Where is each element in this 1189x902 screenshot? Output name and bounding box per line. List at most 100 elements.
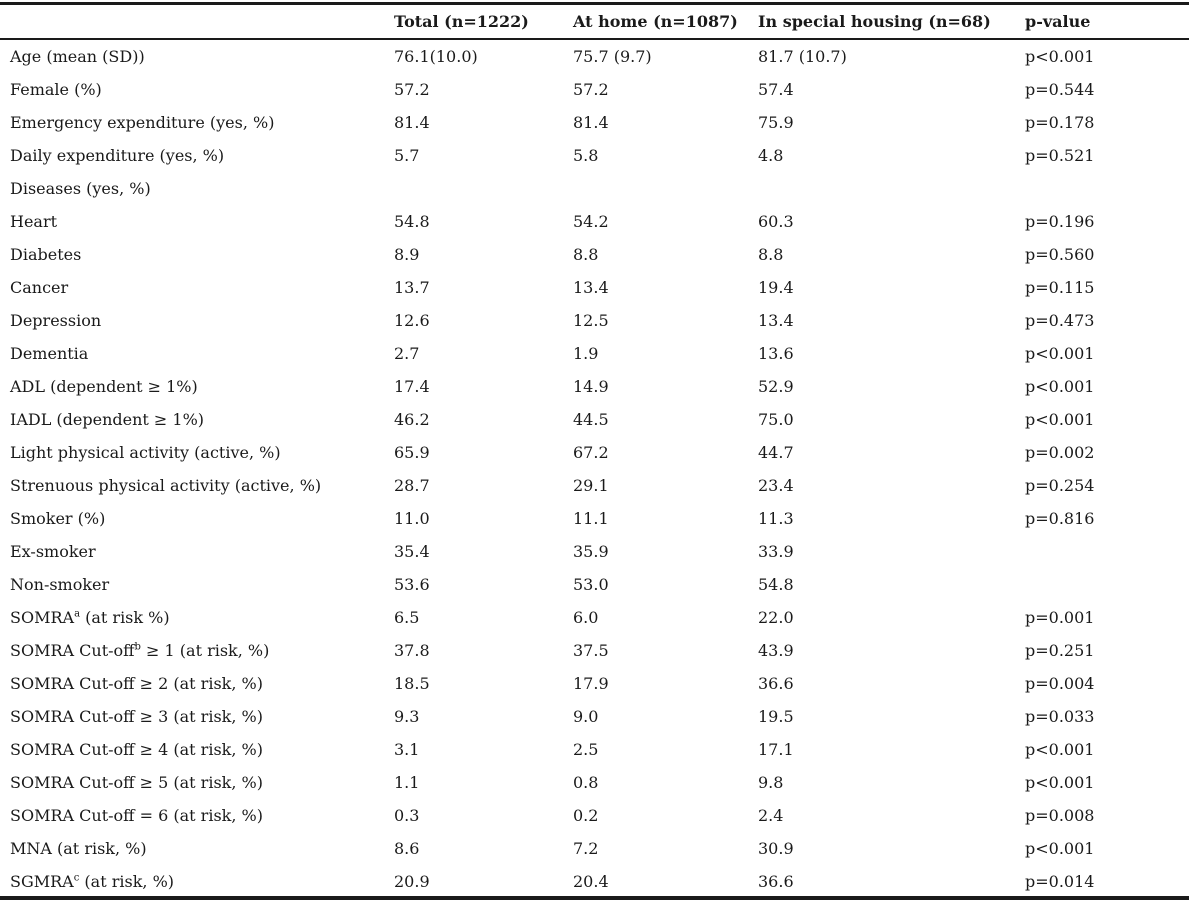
footnote-marker: c xyxy=(73,872,80,884)
cell-special-housing: 44.7 xyxy=(758,443,794,462)
row-label-text: SOMRA Cut-off ≥ 4 (at risk, %) xyxy=(10,740,263,759)
cell-at-home: 14.9 xyxy=(573,377,609,396)
row-label: SOMRA Cut-off = 6 (at risk, %) xyxy=(0,799,394,832)
cell-total: 2.7 xyxy=(394,344,420,363)
cell-total: 53.6 xyxy=(394,575,430,594)
cell-at-home: 35.9 xyxy=(573,542,609,561)
row-label: SOMRA Cut-off ≥ 4 (at risk, %) xyxy=(0,733,394,766)
row-label-text: Emergency expenditure (yes, %) xyxy=(10,113,275,132)
row-label: Depression xyxy=(0,304,394,337)
cell-at-home: 54.2 xyxy=(573,212,609,231)
cell-at-home xyxy=(573,172,758,205)
table-row: Dementia 2.7 1.9 13.6 p<0.001 xyxy=(0,337,1189,370)
cell-at-home: 0.8 xyxy=(573,773,599,792)
header-label xyxy=(0,5,394,38)
header-p-value: p-value xyxy=(1025,12,1091,31)
cell-at-home: 12.5 xyxy=(573,311,609,330)
row-label: Heart xyxy=(0,205,394,238)
cell-at-home: 57.2 xyxy=(573,80,609,99)
header-rule xyxy=(0,38,1189,40)
cell-special-housing: 23.4 xyxy=(758,476,794,495)
row-label: Emergency expenditure (yes, %) xyxy=(0,106,394,139)
cell-special-housing: 33.9 xyxy=(758,542,794,561)
cell-p-value: p<0.001 xyxy=(1025,740,1095,759)
cell-at-home: 81.4 xyxy=(573,113,609,132)
cell-total: 57.2 xyxy=(394,80,430,99)
cell-at-home: 29.1 xyxy=(573,476,609,495)
row-label-text: SOMRA Cut-off ≥ 2 (at risk, %) xyxy=(10,674,263,693)
cell-p-value: p=0.544 xyxy=(1025,80,1095,99)
cell-p-value: p=0.002 xyxy=(1025,443,1095,462)
footnote-marker: a xyxy=(74,608,81,620)
cell-p-value: p=0.560 xyxy=(1025,245,1095,264)
cell-p-value: p=0.008 xyxy=(1025,806,1095,825)
row-label-text: Age (mean (SD)) xyxy=(10,47,145,66)
row-label-text: Diabetes xyxy=(10,245,82,264)
table-row: Female (%) 57.2 57.2 57.4 p=0.544 xyxy=(0,73,1189,106)
cell-p-value: p<0.001 xyxy=(1025,47,1095,66)
cell-special-housing: 60.3 xyxy=(758,212,794,231)
row-label: Daily expenditure (yes, %) xyxy=(0,139,394,172)
row-label: SOMRA Cut-offb ≥ 1 (at risk, %) xyxy=(0,634,394,667)
cell-total: 65.9 xyxy=(394,443,430,462)
row-label: Ex-smoker xyxy=(0,535,394,568)
cell-total: 76.1(10.0) xyxy=(394,47,478,66)
cell-at-home: 20.4 xyxy=(573,872,609,891)
table-row: Non-smoker 53.6 53.0 54.8 xyxy=(0,568,1189,601)
bottom-rule xyxy=(0,896,1189,900)
row-label-text: Smoker (%) xyxy=(10,509,106,528)
data-table: Total (n=1222) At home (n=1087) In speci… xyxy=(0,5,1189,898)
cell-total: 17.4 xyxy=(394,377,430,396)
row-label: IADL (dependent ≥ 1%) xyxy=(0,403,394,436)
cell-p-value xyxy=(1025,568,1189,601)
row-label-text: SOMRA Cut-off ≥ 3 (at risk, %) xyxy=(10,707,263,726)
cell-special-housing: 36.6 xyxy=(758,674,794,693)
table-row: SOMRA Cut-off = 6 (at risk, %) 0.3 0.2 2.4 p… xyxy=(0,799,1189,832)
table-row: Cancer 13.7 13.4 19.4 p=0.115 xyxy=(0,271,1189,304)
cell-special-housing: 8.8 xyxy=(758,245,784,264)
cell-special-housing: 75.9 xyxy=(758,113,794,132)
cell-total: 9.3 xyxy=(394,707,420,726)
cell-special-housing: 43.9 xyxy=(758,641,794,660)
cell-special-housing: 11.3 xyxy=(758,509,794,528)
cell-total: 35.4 xyxy=(394,542,430,561)
cell-special-housing: 30.9 xyxy=(758,839,794,858)
cell-p-value: p=0.178 xyxy=(1025,113,1095,132)
cell-p-value: p=0.521 xyxy=(1025,146,1095,165)
cell-p-value: p=0.115 xyxy=(1025,278,1095,297)
table-row: Age (mean (SD)) 76.1(10.0) 75.7 (9.7) 81.7 … xyxy=(0,40,1189,73)
cell-total: 20.9 xyxy=(394,872,430,891)
row-label: Cancer xyxy=(0,271,394,304)
cell-p-value: p<0.001 xyxy=(1025,377,1095,396)
table-row: Light physical activity (active, %) 65.9 6… xyxy=(0,436,1189,469)
row-label: SOMRA Cut-off ≥ 2 (at risk, %) xyxy=(0,667,394,700)
cell-total xyxy=(394,172,573,205)
row-label: Dementia xyxy=(0,337,394,370)
row-label: SOMRAa (at risk %) xyxy=(0,601,394,634)
cell-at-home: 11.1 xyxy=(573,509,609,528)
table-row: IADL (dependent ≥ 1%) 46.2 44.5 75.0 p<0.001 xyxy=(0,403,1189,436)
table-row: SOMRA Cut-off ≥ 5 (at risk, %) 1.1 0.8 9.8 p… xyxy=(0,766,1189,799)
cell-special-housing: 22.0 xyxy=(758,608,794,627)
table-body: Age (mean (SD)) 76.1(10.0) 75.7 (9.7) 81.7 … xyxy=(0,38,1189,898)
table-row: SOMRAa (at risk %) 6.5 6.0 22.0 p=0.001 xyxy=(0,601,1189,634)
cell-total: 0.3 xyxy=(394,806,420,825)
header-row: Total (n=1222) At home (n=1087) In speci… xyxy=(0,5,1189,38)
cell-special-housing: 54.8 xyxy=(758,575,794,594)
row-label: MNA (at risk, %) xyxy=(0,832,394,865)
cell-special-housing: 9.8 xyxy=(758,773,784,792)
cell-special-housing xyxy=(758,172,1025,205)
cell-at-home: 53.0 xyxy=(573,575,609,594)
cell-total: 12.6 xyxy=(394,311,430,330)
table-row: Diabetes 8.9 8.8 8.8 p=0.560 xyxy=(0,238,1189,271)
cell-total: 46.2 xyxy=(394,410,430,429)
cell-p-value: p=0.004 xyxy=(1025,674,1095,693)
footnote-marker: b xyxy=(134,641,141,653)
table-row: MNA (at risk, %) 8.6 7.2 30.9 p<0.001 xyxy=(0,832,1189,865)
row-label: Diabetes xyxy=(0,238,394,271)
cell-total: 1.1 xyxy=(394,773,420,792)
cell-p-value: p=0.473 xyxy=(1025,311,1095,330)
table-row: Emergency expenditure (yes, %) 81.4 81.4 75… xyxy=(0,106,1189,139)
row-label-text: Daily expenditure (yes, %) xyxy=(10,146,225,165)
